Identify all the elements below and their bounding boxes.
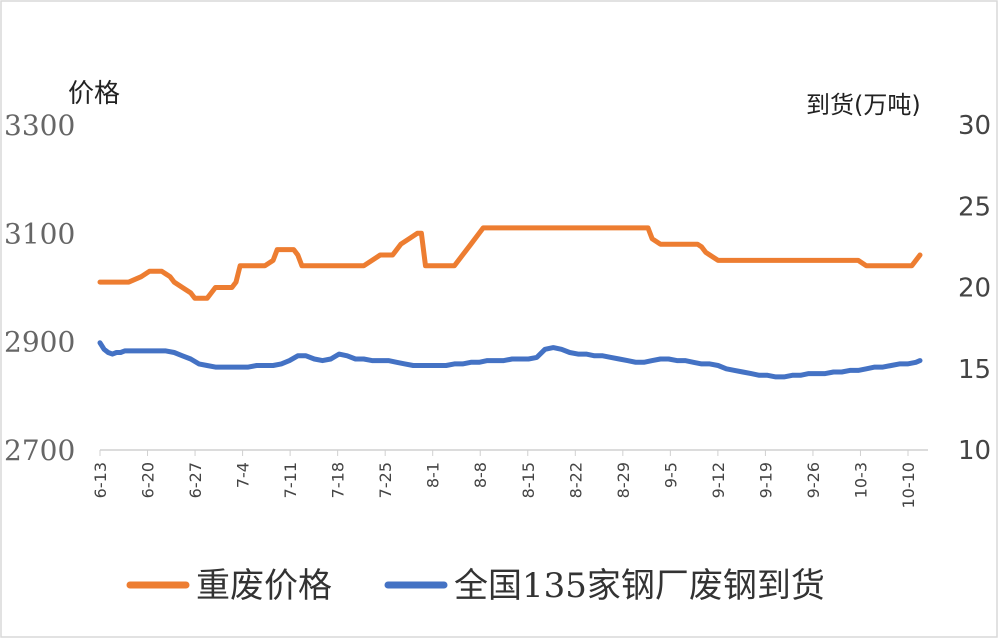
series-line-arrivals — [97, 340, 923, 380]
right-axis-title: 到货(万吨) — [806, 91, 921, 119]
x-tick-label: 8-15 — [519, 462, 538, 498]
series-line-scrap-price — [97, 225, 923, 301]
x-tick-label: 6-27 — [186, 462, 205, 498]
left-tick-label: 3300 — [4, 109, 75, 142]
x-axis-ticks: 6-13 6-20 6-27 7-4 7-11 7-18 7-25 8-1 8-8 8-15 8-2… — [91, 450, 918, 509]
x-tick-label: 10-10 — [899, 462, 918, 509]
x-tick-label: 6-20 — [139, 462, 158, 498]
left-axis-ticks: 3300 3100 2900 2700 — [4, 109, 75, 467]
left-tick-label: 3100 — [4, 217, 75, 250]
right-axis-ticks: 30 25 20 15 10 — [958, 111, 991, 466]
legend: 重废价格 全国135家钢厂废钢到货 — [126, 566, 825, 606]
legend-label-orange: 重废价格 — [196, 566, 332, 606]
left-tick-label: 2900 — [4, 326, 75, 359]
x-tick-label: 10-3 — [851, 462, 870, 498]
series-layer — [97, 225, 923, 380]
x-tick-label: 8-29 — [614, 462, 633, 498]
x-tick-label: 8-22 — [566, 462, 585, 498]
legend-label-blue: 全国135家钢厂废钢到货 — [454, 566, 825, 606]
left-tick-label: 2700 — [4, 434, 75, 467]
x-tick-label: 8-8 — [471, 462, 490, 488]
right-tick-label: 30 — [958, 111, 991, 141]
x-tick-label: 9-19 — [756, 462, 775, 498]
x-tick-label: 7-11 — [281, 462, 300, 498]
right-tick-label: 15 — [958, 355, 991, 385]
x-tick-label: 9-5 — [661, 462, 680, 488]
right-tick-label: 20 — [958, 274, 991, 304]
x-tick-label: 9-26 — [804, 462, 823, 498]
x-tick-label: 7-18 — [329, 462, 348, 498]
left-axis-title: 价格 — [68, 79, 120, 109]
x-tick-label: 7-25 — [376, 462, 395, 498]
x-tick-label: 9-12 — [709, 462, 728, 498]
x-tick-label: 6-13 — [91, 462, 110, 498]
x-tick-label: 7-4 — [234, 462, 253, 488]
x-tick-label: 8-1 — [424, 462, 443, 488]
right-tick-label: 10 — [958, 436, 991, 466]
right-tick-label: 25 — [958, 192, 991, 222]
